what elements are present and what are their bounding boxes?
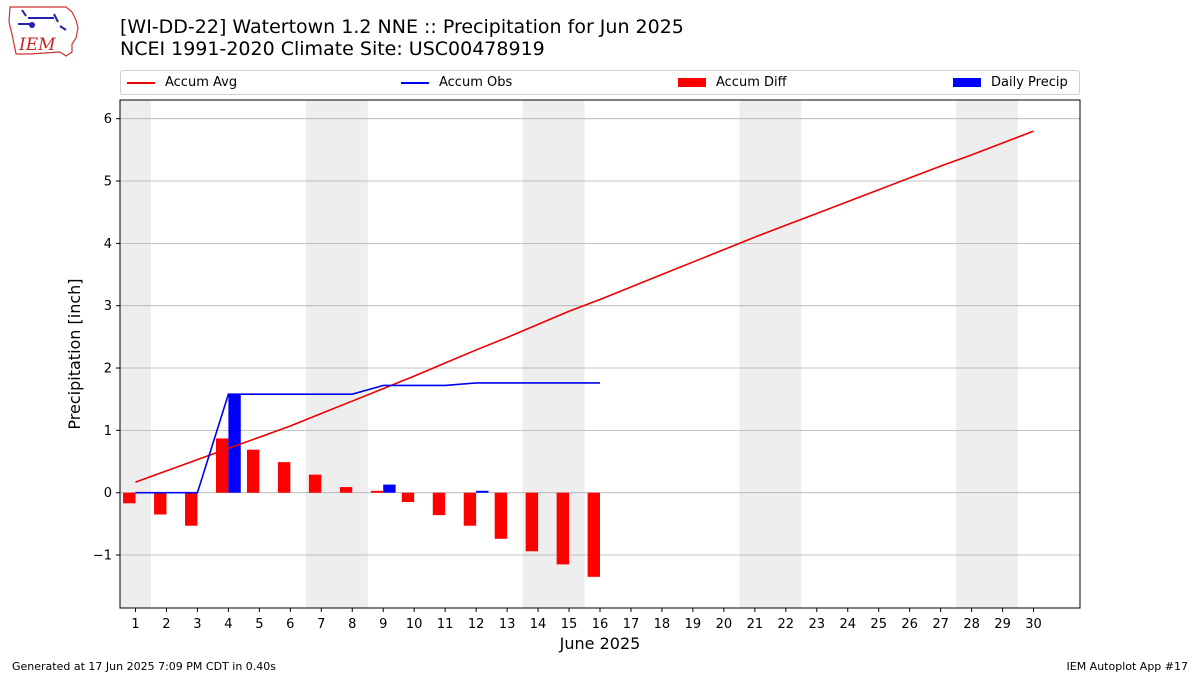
accum-diff-bar	[525, 492, 539, 552]
accum-diff-bar	[494, 492, 508, 539]
x-tick-label: 5	[255, 617, 263, 632]
legend-swatch-accum-obs	[401, 81, 429, 84]
chart-title-line-1: [WI-DD-22] Watertown 1.2 NNE :: Precipit…	[120, 16, 684, 38]
x-tick-label: 18	[654, 617, 671, 632]
weekend-band	[305, 100, 368, 608]
x-tick-label: 21	[747, 617, 764, 632]
x-tick-label: 19	[685, 617, 702, 632]
y-tick-label: 2	[104, 362, 112, 377]
x-axis-label: June 2025	[559, 634, 641, 653]
plot-content	[120, 100, 1080, 608]
legend-item-daily-precip: Daily Precip	[953, 71, 1068, 94]
x-tick-label: 15	[561, 617, 578, 632]
legend-label-accum-avg: Accum Avg	[165, 75, 238, 90]
x-tick-label: 3	[193, 617, 201, 632]
daily-precip-bar	[228, 394, 241, 493]
legend-item-accum-diff: Accum Diff	[678, 71, 787, 94]
accum-diff-bar	[216, 438, 229, 493]
x-tick-label: 4	[224, 617, 232, 632]
accum-diff-bar	[123, 492, 136, 504]
x-tick-label: 9	[379, 617, 387, 632]
y-tick-label: 6	[104, 112, 112, 127]
accum-diff-bar	[246, 449, 260, 493]
y-tick-label: 0	[104, 486, 112, 501]
legend-item-accum-obs: Accum Obs	[401, 71, 512, 94]
x-tick-label: 7	[317, 617, 325, 632]
footer-generated-text: Generated at 17 Jun 2025 7:09 PM CDT in …	[12, 660, 277, 673]
legend: Accum Avg Accum Obs Accum Diff Daily Pre…	[120, 70, 1080, 95]
legend-label-accum-obs: Accum Obs	[439, 75, 513, 90]
x-tick-label: 30	[1025, 617, 1042, 632]
y-tick-label: 5	[104, 175, 112, 190]
accum-obs-line	[135, 382, 600, 494]
y-tick-label: −1	[93, 549, 112, 564]
accum-diff-bar	[401, 492, 415, 503]
y-tick-label: 1	[104, 424, 112, 439]
y-tick-label: 3	[104, 299, 112, 314]
weekend-band	[739, 100, 802, 608]
x-tick-label: 26	[901, 617, 918, 632]
x-tick-label: 10	[406, 617, 423, 632]
x-tick-label: 20	[716, 617, 733, 632]
x-tick-label: 28	[963, 617, 980, 632]
x-tick-label: 2	[162, 617, 170, 632]
x-tick-label: 1	[131, 617, 139, 632]
legend-item-accum-avg: Accum Avg	[127, 71, 237, 94]
x-tick-label: 11	[437, 617, 454, 632]
accum-diff-bar	[154, 492, 167, 515]
iem-logo: IEM	[8, 6, 79, 57]
x-tick-label: 16	[592, 617, 609, 632]
legend-swatch-daily-precip	[953, 78, 981, 87]
accum-diff-bar	[185, 492, 198, 526]
legend-label-accum-diff: Accum Diff	[716, 75, 787, 90]
daily-precip-bar	[476, 490, 489, 493]
y-tick-label: 4	[104, 237, 112, 252]
legend-swatch-accum-avg	[127, 81, 155, 84]
x-tick-label: 22	[778, 617, 795, 632]
weekend-band	[120, 100, 151, 608]
x-tick-label: 23	[809, 617, 826, 632]
accum-diff-bar	[308, 474, 322, 493]
x-tick-label: 29	[994, 617, 1011, 632]
x-tick-label: 14	[530, 617, 547, 632]
accum-diff-bar	[463, 492, 477, 526]
accum-avg-line	[135, 130, 1034, 483]
legend-label-daily-precip: Daily Precip	[991, 75, 1068, 90]
logo-text: IEM	[18, 35, 56, 55]
x-tick-label: 13	[499, 617, 516, 632]
x-tick-label: 8	[348, 617, 356, 632]
footer-app-text: IEM Autoplot App #17	[1066, 660, 1189, 673]
accum-diff-bar	[339, 487, 353, 493]
x-tick-label: 17	[623, 617, 640, 632]
accum-diff-bar	[277, 462, 291, 493]
x-tick-label: 6	[286, 617, 294, 632]
weekend-band	[956, 100, 1019, 608]
x-tick-label: 25	[870, 617, 887, 632]
daily-precip-bar	[383, 484, 396, 493]
legend-swatch-accum-diff	[678, 78, 706, 87]
chart-title-line-2: NCEI 1991-2020 Climate Site: USC00478919	[120, 38, 545, 60]
x-tick-label: 12	[468, 617, 485, 632]
accum-diff-bar	[587, 492, 600, 577]
x-tick-label: 24	[839, 617, 856, 632]
x-tick-label: 27	[932, 617, 949, 632]
accum-diff-bar	[370, 490, 384, 493]
y-axis-label: Precipitation [inch]	[65, 278, 84, 429]
accum-diff-bar	[432, 492, 446, 516]
accum-diff-bar	[556, 492, 570, 565]
